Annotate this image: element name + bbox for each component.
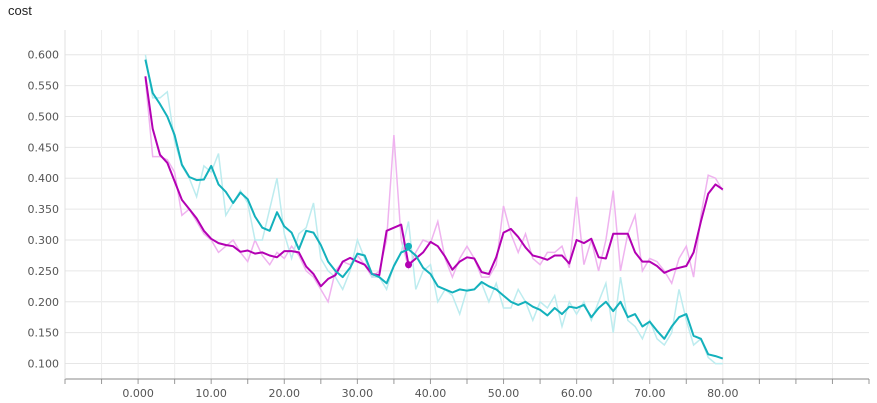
y-tick-label: 0.600 bbox=[28, 49, 60, 62]
series-1-raw-line bbox=[144, 79, 724, 304]
x-tick-label: 10.00 bbox=[195, 387, 227, 400]
y-tick-label: 0.200 bbox=[28, 296, 60, 309]
chart-title: cost bbox=[8, 3, 32, 18]
y-tick-label: 0.250 bbox=[28, 265, 60, 278]
x-tick-label: 20.00 bbox=[269, 387, 301, 400]
hover-markers bbox=[405, 242, 413, 269]
y-tick-label: 0.450 bbox=[28, 141, 60, 154]
y-tick-label: 0.350 bbox=[28, 203, 60, 216]
x-tick-label: 0.000 bbox=[122, 387, 154, 400]
y-tick-label: 0.500 bbox=[28, 110, 60, 123]
x-tick-label: 40.00 bbox=[415, 387, 447, 400]
grid bbox=[65, 30, 869, 379]
x-tick-label: 30.00 bbox=[342, 387, 374, 400]
x-tick-label: 60.00 bbox=[561, 387, 593, 400]
series-1-line[interactable] bbox=[144, 76, 724, 288]
y-tick-label: 0.400 bbox=[28, 172, 60, 185]
x-tick-label: 70.00 bbox=[634, 387, 666, 400]
x-tick-label: 80.00 bbox=[707, 387, 739, 400]
axes: 0.100 0.150 0.200 0.250 0.300 0.350 0.400 0.450… bbox=[28, 30, 870, 400]
smoothed-series bbox=[144, 59, 724, 360]
y-tick-label: 0.550 bbox=[28, 80, 60, 93]
x-tick-label: 50.00 bbox=[488, 387, 520, 400]
y-tick-label: 0.150 bbox=[28, 327, 60, 340]
series-2-line[interactable] bbox=[144, 59, 724, 360]
hover-marker-2 bbox=[405, 261, 413, 269]
y-tick-label: 0.300 bbox=[28, 234, 60, 247]
y-tick-label: 0.100 bbox=[28, 358, 60, 371]
hover-marker-1 bbox=[405, 242, 413, 250]
